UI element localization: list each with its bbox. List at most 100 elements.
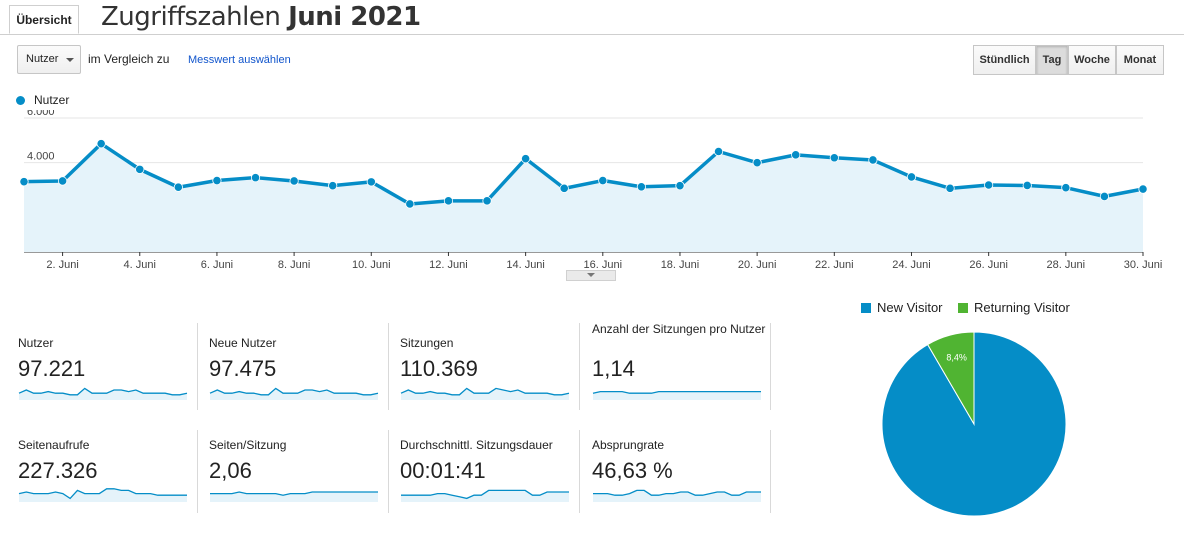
pie-legend-label-new: New Visitor <box>877 300 943 315</box>
data-point[interactable] <box>250 173 261 183</box>
data-point[interactable] <box>96 139 106 149</box>
pie-slice[interactable] <box>881 331 1067 517</box>
x-tick-label: 4. Juni <box>124 259 156 271</box>
scorecard-label: Nutzer <box>18 336 54 350</box>
tab-overview[interactable]: Übersicht <box>9 5 79 34</box>
x-tick-label: 6. Juni <box>201 259 233 271</box>
granularity-hourly-button[interactable]: Stündlich <box>973 45 1036 75</box>
granularity-day-button[interactable]: Tag <box>1036 45 1068 75</box>
header-divider <box>0 34 1184 35</box>
scorecard-value: 110.369 <box>400 356 478 381</box>
data-point[interactable] <box>173 182 183 192</box>
data-point[interactable] <box>598 175 608 186</box>
series-line <box>23 141 1144 206</box>
data-point[interactable] <box>366 177 376 187</box>
data-point[interactable] <box>906 172 917 182</box>
scorecard-divider <box>197 430 198 513</box>
data-point[interactable] <box>984 180 994 190</box>
scorecard-divider <box>197 323 198 410</box>
sparkline-area <box>401 490 569 502</box>
data-point[interactable] <box>1061 183 1071 193</box>
compare-label: im Vergleich zu <box>88 52 170 66</box>
legend-swatch-returning <box>958 303 968 313</box>
data-point[interactable] <box>521 154 531 164</box>
sparkline-line <box>18 488 187 500</box>
sparkline-line <box>592 390 761 394</box>
data-point[interactable] <box>19 177 29 187</box>
pie-slice[interactable] <box>926 331 975 426</box>
data-point[interactable] <box>945 183 955 193</box>
x-tick-label: 18. Juni <box>661 259 700 271</box>
scorecard-label: Seitenaufrufe <box>18 438 90 452</box>
scorecard[interactable]: Absprungrate 46,63 % <box>592 438 772 528</box>
scorecard-label: Neue Nutzer <box>209 336 277 350</box>
scorecard-divider <box>388 430 389 513</box>
sparkline-line <box>593 489 761 496</box>
scorecard[interactable]: Seitenaufrufe 227.326 <box>18 438 198 528</box>
scorecard[interactable]: Durchschnittl. Sitzungsdauer 00:01:41 <box>400 438 580 528</box>
data-point[interactable] <box>1099 191 1110 201</box>
granularity-month-button[interactable]: Monat <box>1116 45 1164 75</box>
data-point[interactable] <box>791 150 801 160</box>
scorecard-sparkline <box>210 491 378 502</box>
page-title-prefix: Zugriffszahlen <box>101 2 289 32</box>
scorecard-sparkline <box>18 387 188 400</box>
data-point[interactable] <box>443 196 454 206</box>
scorecard-label: Absprungrate <box>592 438 665 452</box>
chart-collapse-handle[interactable] <box>566 270 616 281</box>
scorecard[interactable]: Neue Nutzer 97.475 <box>209 336 389 426</box>
chevron-down-icon <box>66 58 74 62</box>
pie-slice-label: 8,4% <box>946 353 967 363</box>
scorecard-divider <box>770 430 771 513</box>
scorecard-divider <box>388 323 389 410</box>
data-point[interactable] <box>212 175 222 186</box>
scorecard[interactable]: Seiten/Sitzung 2,06 <box>209 438 389 528</box>
x-tick-label: 20. Juni <box>738 259 777 271</box>
data-point[interactable] <box>135 164 145 174</box>
data-point[interactable] <box>868 155 878 165</box>
legend-series-marker <box>16 96 25 105</box>
pie-legend-returning-visitor: Returning Visitor <box>958 300 1070 315</box>
scorecard-value: 1,14 <box>592 356 635 381</box>
data-point[interactable] <box>829 153 839 163</box>
metric-select[interactable]: Nutzer <box>17 45 81 74</box>
legend-swatch-new <box>861 303 871 313</box>
granularity-week-button[interactable]: Woche <box>1068 45 1116 75</box>
data-point[interactable] <box>482 196 492 206</box>
sparkline-line <box>210 491 378 496</box>
x-tick-label: 10. Juni <box>352 259 391 271</box>
sparkline-line <box>401 489 569 500</box>
scorecard[interactable]: Anzahl der Sitzungen pro Nutzer 1,14 <box>592 322 772 426</box>
scorecard[interactable]: Nutzer 97.221 <box>18 336 198 426</box>
scorecard-value: 46,63 % <box>592 458 673 483</box>
data-point[interactable] <box>1138 184 1148 194</box>
data-point[interactable] <box>328 181 338 191</box>
scorecard-label: Anzahl der Sitzungen pro Nutzer <box>592 322 766 336</box>
data-point[interactable] <box>57 176 68 186</box>
x-tick-label: 30. Juni <box>1124 259 1163 271</box>
data-point[interactable] <box>405 199 415 209</box>
scorecard-value: 2,06 <box>209 458 252 483</box>
sparkline-area <box>210 492 378 502</box>
series-area <box>24 143 1143 252</box>
scorecard-label: Durchschnittl. Sitzungsdauer <box>400 438 553 452</box>
scorecard-value: 00:01:41 <box>400 458 486 483</box>
data-point[interactable] <box>1022 180 1032 191</box>
data-point[interactable] <box>713 146 724 157</box>
select-metric-link[interactable]: Messwert auswählen <box>188 54 291 66</box>
scorecard-label: Sitzungen <box>400 336 454 350</box>
scorecard-divider <box>579 430 580 513</box>
scorecard-value: 97.221 <box>18 356 86 381</box>
data-point[interactable] <box>675 181 685 191</box>
pie-legend-new-visitor: New Visitor <box>861 300 943 315</box>
scorecard-sparkline <box>18 488 187 502</box>
scorecard[interactable]: Sitzungen 110.369 <box>400 336 580 426</box>
page-title: Zugriffszahlen Juni 2021 <box>101 2 421 32</box>
scorecard-sparkline <box>209 387 379 400</box>
data-point[interactable] <box>636 182 646 192</box>
data-point[interactable] <box>559 183 569 193</box>
data-point[interactable] <box>289 176 299 186</box>
data-point[interactable] <box>752 158 762 168</box>
sparkline-area <box>593 391 761 400</box>
